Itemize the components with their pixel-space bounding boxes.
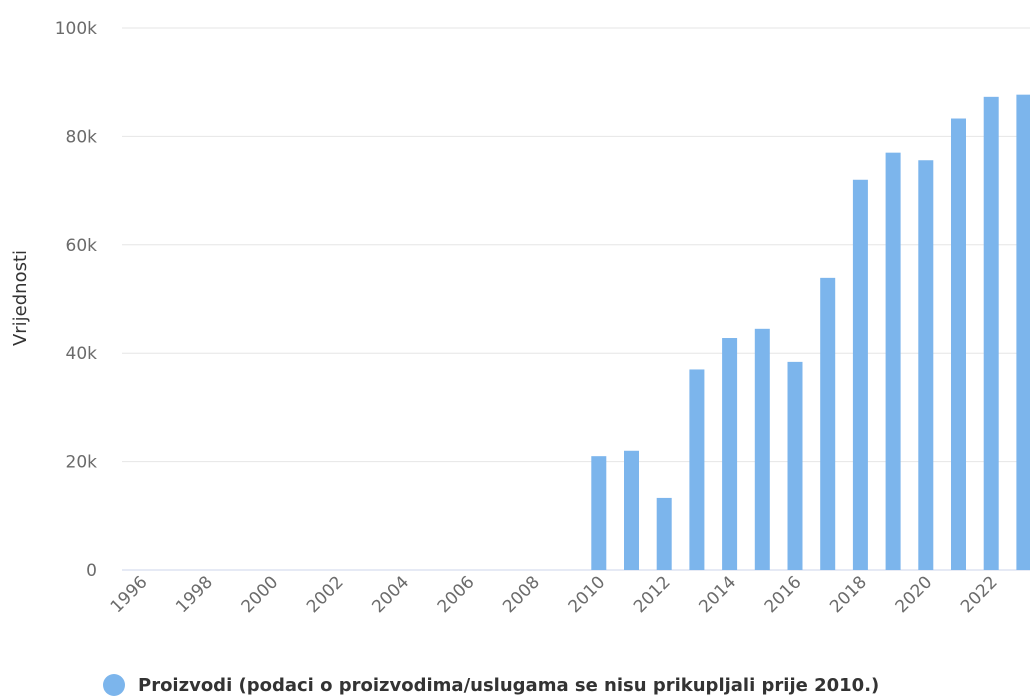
bar-2021[interactable] [951,118,966,570]
bar-2020[interactable] [918,160,934,571]
x-tick-label: 2022 [957,572,1002,617]
x-tick-label: 2002 [303,572,348,617]
bar-2014[interactable] [722,338,738,570]
bar-2018[interactable] [852,179,868,570]
y-axis-tick-labels: 0 20k 40k 60k 80k 100k [55,19,97,581]
x-tick-label: 2010 [565,572,610,617]
x-axis-tick-labels: 1996 1998 2000 2002 2004 2006 2008 2010 2012 2014… [107,572,1002,617]
bar-2022[interactable] [983,96,999,571]
y-tick-label: 60k [66,236,98,256]
legend[interactable]: Proizvodi (podaci o proizvodima/uslugama… [103,672,879,698]
legend-label: Proizvodi (podaci o proizvodima/uslugama… [138,674,880,696]
x-tick-label: 1996 [107,572,152,617]
bar-2013[interactable] [689,369,705,570]
bar-2010[interactable] [591,456,607,570]
x-tick-label: 2012 [630,572,675,617]
x-tick-label: 2016 [761,572,806,617]
y-tick-label: 40k [66,344,98,364]
bar-2019[interactable] [885,152,901,570]
x-tick-label: 2014 [695,572,740,617]
x-tick-label: 2000 [238,572,283,617]
x-tick-label: 2006 [434,572,479,617]
bar-series [591,94,1030,571]
x-tick-label: 2008 [499,572,544,617]
bar-2023[interactable] [1016,94,1030,570]
y-tick-label: 100k [55,19,97,39]
bar-2016[interactable] [787,361,803,570]
bar-2012[interactable] [656,497,672,570]
x-tick-label: 2004 [368,572,413,617]
grid-lines [122,27,1030,571]
bar-2015[interactable] [754,328,770,570]
x-tick-label: 2018 [826,572,871,617]
bar-2017[interactable] [820,277,836,570]
y-tick-label: 0 [86,561,97,581]
x-tick-label: 1998 [172,572,217,617]
bar-2011[interactable] [624,450,639,570]
y-axis-title: Vrijednosti [10,250,31,346]
y-tick-label: 20k [66,453,98,473]
legend-marker [103,674,125,696]
x-tick-label: 2020 [892,572,937,617]
y-tick-label: 80k [66,127,98,147]
